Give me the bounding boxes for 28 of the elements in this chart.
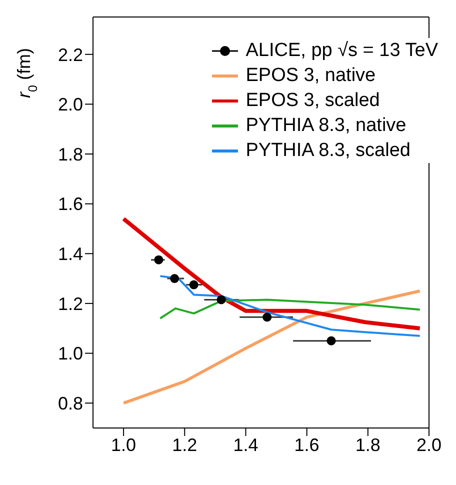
legend-label: PYTHIA 8.3, scaled <box>246 139 410 163</box>
y-tick-label: 0.8 <box>58 393 83 414</box>
line-series <box>122 290 422 405</box>
legend-label: PYTHIA 8.3, native <box>246 114 406 138</box>
line-series <box>122 216 422 330</box>
line-series <box>159 275 421 337</box>
legend-label: EPOS 3, scaled <box>246 89 380 113</box>
legend-label: ALICE, pp √s = 13 TeV <box>246 39 438 63</box>
y-tick-label: 1.4 <box>58 244 83 264</box>
x-tick-label: 1.8 <box>355 434 380 455</box>
y-tick-label: 1.2 <box>58 294 83 314</box>
y-tick-label: 1.6 <box>58 194 83 214</box>
x-tick-label: 1.0 <box>111 434 136 455</box>
legend-label: EPOS 3, native <box>246 64 376 88</box>
x-tick-label: 1.2 <box>172 434 198 455</box>
point <box>216 295 226 304</box>
x-tick-label: 2.0 <box>416 434 442 455</box>
y-tick-label: 2.2 <box>58 44 83 65</box>
point <box>189 280 198 290</box>
y-tick-label: 1.0 <box>58 344 83 364</box>
point <box>262 312 272 322</box>
point <box>154 255 164 264</box>
point <box>170 274 180 284</box>
x-tick-label: 1.4 <box>233 434 258 455</box>
y-tick-label: 2.0 <box>58 94 83 115</box>
y-tick-label: 1.8 <box>58 144 83 164</box>
x-tick-label: 1.6 <box>294 434 320 455</box>
point <box>326 336 336 346</box>
